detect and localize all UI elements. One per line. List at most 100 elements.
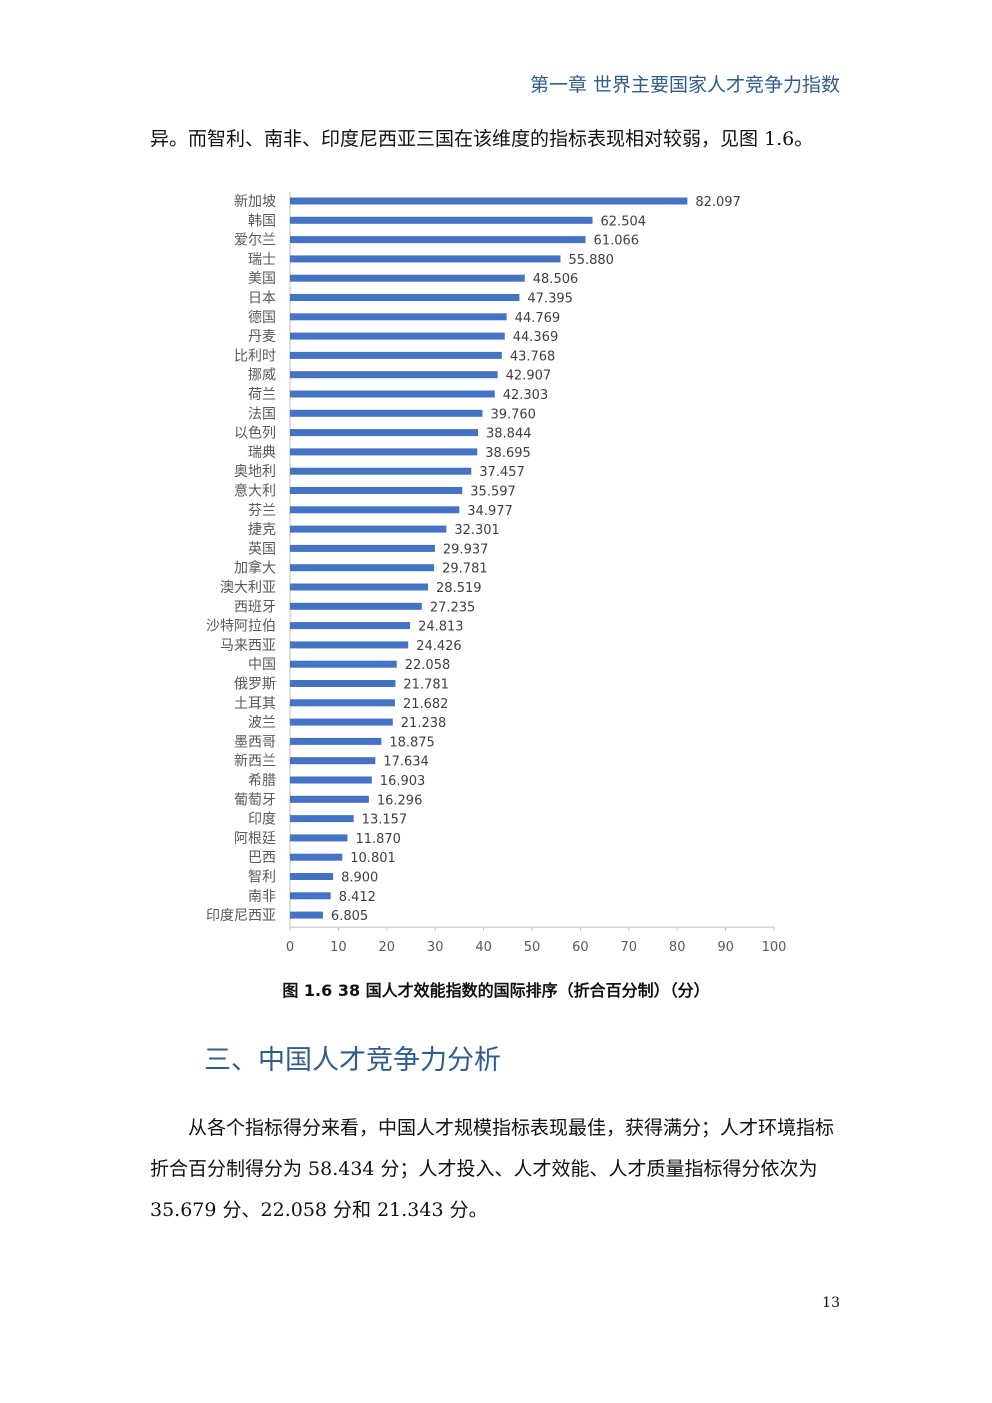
bar-36 (290, 892, 331, 900)
category-label: 南非 (248, 889, 276, 905)
data-label: 44.769 (515, 311, 561, 326)
x-tick-label: 100 (762, 940, 787, 955)
category-label: 法国 (248, 406, 276, 422)
data-label: 29.781 (442, 562, 488, 577)
bar-11 (290, 409, 483, 417)
category-label: 丹麦 (248, 329, 276, 345)
data-label: 39.760 (490, 407, 535, 422)
data-label: 48.506 (533, 272, 579, 287)
category-label: 智利 (248, 870, 276, 886)
figure-caption: 图 1.6 38 国人才效能指数的国际排序（折合百分制）（分） (282, 981, 710, 1000)
bar-33 (290, 834, 348, 842)
data-label: 17.634 (383, 755, 429, 770)
category-label: 爱尔兰 (234, 233, 276, 249)
data-label: 21.682 (403, 697, 449, 712)
data-label: 28.519 (436, 581, 482, 596)
bar-28 (290, 737, 382, 745)
bar-20 (290, 583, 429, 591)
bar-0 (290, 197, 688, 205)
category-label: 新加坡 (234, 194, 276, 210)
bar-34 (290, 853, 343, 861)
category-label: 阿根廷 (234, 831, 276, 847)
x-tick-label: 40 (475, 940, 492, 955)
data-label: 55.880 (568, 253, 614, 268)
bar-25 (290, 680, 396, 687)
bar-29 (290, 757, 376, 765)
category-label: 韩国 (248, 213, 276, 229)
category-label: 澳大利亚 (220, 580, 276, 596)
category-label: 马来西亚 (220, 638, 276, 654)
data-label: 10.801 (350, 851, 396, 866)
bar-23 (290, 641, 409, 649)
bar-30 (290, 776, 372, 784)
x-tick-label: 50 (524, 940, 541, 955)
category-label: 美国 (248, 271, 276, 287)
data-label: 38.844 (486, 427, 532, 442)
bar-chart: 新加坡 82.097 韩国 62.504 爱尔兰 61.066 瑞士 55.880 美国 48.5… (0, 180, 992, 970)
category-label: 葡萄牙 (234, 792, 276, 808)
category-label: 加拿大 (234, 560, 276, 577)
category-label: 荷兰 (248, 387, 276, 403)
category-label: 德国 (248, 310, 276, 326)
running-head: 第一章 世界主要国家人才竞争力指数 (529, 74, 840, 96)
category-label: 瑞典 (248, 445, 276, 461)
category-label: 新西兰 (234, 754, 276, 770)
bar-18 (290, 544, 435, 552)
category-label: 英国 (248, 540, 276, 557)
category-label: 芬兰 (248, 503, 276, 519)
data-label: 13.157 (362, 813, 408, 828)
category-label: 挪威 (248, 368, 276, 384)
x-tick-label: 90 (717, 940, 734, 955)
category-label: 西班牙 (234, 599, 276, 615)
data-label: 22.058 (405, 658, 451, 673)
data-label: 11.870 (355, 832, 401, 847)
x-tick-label: 30 (427, 940, 444, 955)
bar-5 (290, 294, 520, 301)
data-label: 47.395 (527, 292, 573, 307)
bar-13 (290, 448, 478, 456)
data-label: 24.813 (418, 620, 464, 635)
bar-10 (290, 390, 495, 398)
data-label: 27.235 (430, 600, 476, 615)
bar-17 (290, 525, 447, 533)
x-tick-label: 60 (572, 940, 589, 955)
bar-1 (290, 216, 593, 224)
bar-22 (290, 622, 411, 630)
category-label: 墨西哥 (234, 734, 276, 750)
data-label: 35.597 (470, 485, 516, 500)
data-label: 37.457 (479, 465, 525, 480)
data-label: 6.805 (331, 909, 368, 924)
bar-15 (290, 487, 463, 494)
category-label: 俄罗斯 (234, 677, 276, 693)
bar-32 (290, 815, 354, 823)
intro-paragraph: 异。而智利、南非、印度尼西亚三国在该维度的指标表现相对较弱，见图 1.6。 (150, 128, 814, 150)
category-label: 以色列 (234, 425, 276, 442)
bar-27 (290, 718, 393, 726)
bar-9 (290, 371, 498, 379)
section-heading: 三、中国人才竞争力分析 (204, 1045, 501, 1076)
x-tick-label: 80 (669, 940, 686, 955)
bar-8 (290, 351, 502, 359)
category-label: 奥地利 (234, 463, 276, 480)
data-label: 62.504 (601, 214, 647, 229)
data-label: 32.301 (454, 523, 500, 538)
data-label: 38.695 (485, 446, 531, 461)
bar-4 (290, 274, 525, 282)
category-label: 沙特阿拉伯 (206, 619, 276, 635)
data-label: 16.903 (380, 774, 426, 789)
category-label: 印度 (248, 812, 276, 828)
chart-svg: 新加坡 82.097 韩国 62.504 爱尔兰 61.066 瑞士 55.880 美国 48.5… (206, 192, 787, 955)
bar-37 (290, 911, 323, 919)
category-label: 波兰 (248, 715, 276, 731)
data-label: 21.781 (403, 678, 449, 693)
category-label: 日本 (248, 291, 276, 307)
data-label: 8.900 (341, 871, 378, 886)
category-label: 比利时 (234, 348, 276, 364)
data-label: 34.977 (467, 504, 513, 519)
data-label: 29.937 (443, 542, 489, 557)
category-label: 土耳其 (234, 696, 276, 712)
data-label: 24.426 (416, 639, 462, 654)
bar-31 (290, 795, 369, 803)
data-label: 18.875 (389, 735, 435, 750)
bar-35 (290, 873, 334, 880)
